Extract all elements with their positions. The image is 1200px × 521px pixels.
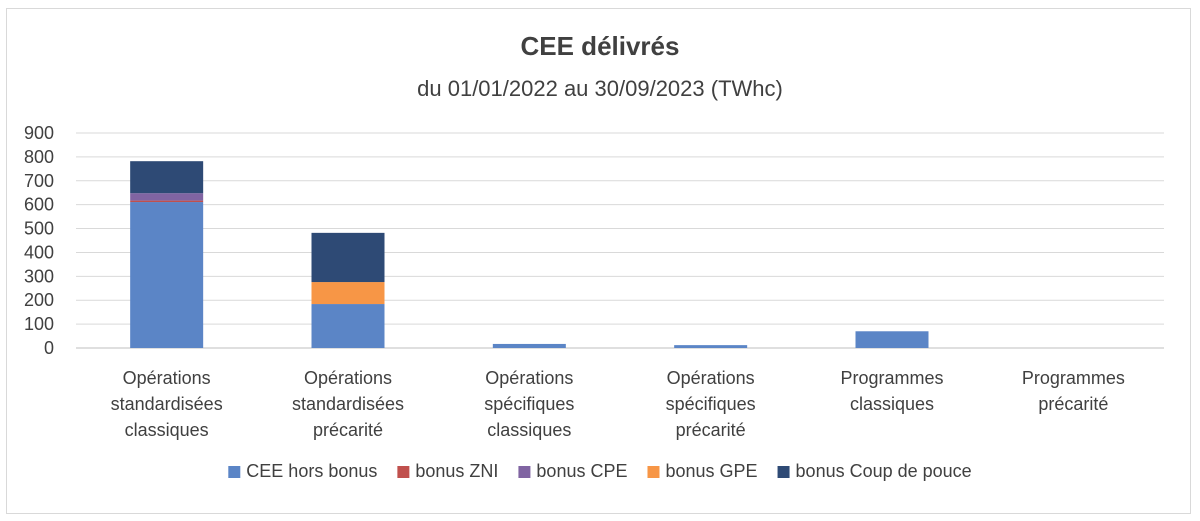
y-tick-label: 200 [24,290,54,310]
legend-swatch [647,466,660,478]
x-category-label: Opérations standardisées classiques [111,368,223,440]
legend-label: bonus CPE [536,461,627,481]
legend-item: CEE hors bonus [228,461,377,481]
chart-title: CEE délivrés [521,31,680,61]
y-tick-label: 500 [24,219,54,239]
bar-segment [130,202,204,348]
legend: CEE hors bonus bonus ZNI bonus CPE bonus GP… [228,461,972,481]
bars [130,161,929,348]
legend-label: CEE hors bonus [246,461,377,481]
y-tick-label: 900 [24,123,54,143]
legend-swatch [228,466,241,478]
bar-segment [130,200,204,203]
y-tick-label: 0 [44,338,54,358]
legend-swatch [518,466,531,478]
x-category-label: Programmes classiques [840,368,943,414]
y-tick-label: 700 [24,171,54,191]
legend-item: bonus GPE [647,461,758,481]
bar-segment [855,331,929,348]
legend-label: bonus ZNI [415,461,498,481]
bar-segment [130,193,204,201]
x-category-label: Programmes précarité [1022,368,1125,414]
y-tick-label: 400 [24,242,54,262]
y-axis-ticks: 0 100 200 300 400 500 600 700 800 900 [24,123,54,358]
x-category-label: Opérations spécifiques classiques [484,368,574,440]
x-axis-categories: Opérations standardisées classiques Opérati… [111,368,1125,440]
x-category-label: Opérations spécifiques précarité [666,368,756,440]
bar-segment [311,282,385,305]
legend-swatch [397,466,410,478]
legend-label: bonus GPE [665,461,757,481]
legend-item: bonus ZNI [397,461,498,481]
y-tick-label: 600 [24,195,54,215]
legend-label: bonus Coup de pouce [796,461,972,481]
y-tick-label: 800 [24,147,54,167]
chart-subtitle: du 01/01/2022 au 30/09/2023 (TWhc) [417,76,783,101]
y-tick-label: 100 [24,314,54,334]
legend-swatch [777,466,790,478]
bar-segment [311,304,385,348]
gridlines [76,132,1164,349]
bar-segment [311,232,385,283]
legend-item: bonus Coup de pouce [777,461,972,481]
chart-frame: CEE délivrés du 01/01/2022 au 30/09/2023… [6,8,1191,514]
bar-segment [674,345,748,348]
bar-segment [130,161,204,194]
chart-canvas: CEE délivrés du 01/01/2022 au 30/09/2023… [24,31,1164,481]
bar-segment [492,343,566,348]
y-tick-label: 300 [24,266,54,286]
x-category-label: Opérations standardisées précarité [292,368,404,440]
legend-item: bonus CPE [518,461,627,481]
